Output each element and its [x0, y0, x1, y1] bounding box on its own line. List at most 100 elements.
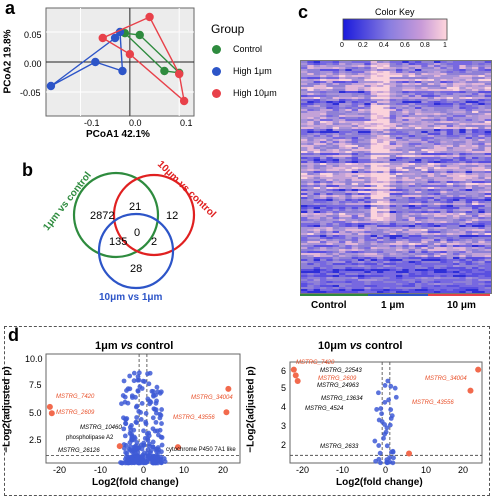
heatmap-cell	[370, 263, 378, 266]
heatmap-cell	[408, 133, 416, 136]
heatmap-cell	[402, 265, 409, 268]
heatmap-cell	[415, 133, 422, 136]
heatmap-cell	[332, 185, 340, 188]
heatmap-cell	[313, 141, 321, 144]
heatmap-cell	[453, 117, 460, 120]
heatmap-cell	[453, 177, 460, 180]
vl-gene-label: MSTRG_10460	[80, 425, 122, 431]
heatmap-cell	[472, 215, 479, 218]
heatmap-cell	[364, 189, 371, 192]
heatmap-cell	[440, 265, 447, 268]
heatmap-cell	[326, 225, 333, 228]
heatmap-cell	[446, 233, 454, 236]
heatmap-cell	[408, 71, 416, 74]
heatmap-cell	[427, 227, 435, 230]
heatmap-cell	[478, 215, 485, 218]
heatmap-cell	[301, 219, 308, 222]
heatmap-cell	[408, 251, 416, 254]
heatmap-cell	[434, 103, 441, 106]
heatmap-cell	[358, 171, 365, 174]
heatmap-cell	[332, 269, 340, 272]
heatmap-cell	[301, 155, 308, 158]
heatmap-cell	[408, 63, 416, 66]
heatmap-cell	[465, 285, 473, 288]
heatmap-cell	[351, 125, 359, 128]
heatmap-cell	[459, 245, 466, 248]
heatmap-cell	[358, 87, 365, 90]
heatmap-cell	[440, 291, 447, 293]
heatmap-cell	[459, 195, 466, 198]
heatmap-cell	[332, 273, 340, 276]
heatmap-cell	[434, 79, 441, 82]
heatmap-cell	[472, 145, 479, 148]
heatmap-cell	[389, 191, 397, 194]
heatmap-cell	[396, 195, 403, 198]
heatmap-cell	[332, 109, 340, 112]
heatmap-cell	[459, 203, 466, 206]
heatmap-cell	[320, 211, 327, 214]
heatmap-cell	[370, 223, 378, 226]
heatmap-cell	[377, 83, 384, 86]
heatmap-cell	[396, 267, 403, 270]
heatmap-cell	[389, 267, 397, 270]
heatmap-cell	[301, 119, 308, 122]
heatmap-cell	[320, 83, 327, 86]
heatmap-cell	[339, 129, 346, 132]
heatmap-cell	[408, 217, 416, 220]
heatmap-cell	[421, 235, 428, 238]
heatmap-cell	[427, 183, 435, 186]
heatmap-cell	[345, 247, 352, 250]
heatmap-cell	[345, 225, 352, 228]
heatmap-cell	[465, 269, 473, 272]
heatmap-cell	[389, 281, 397, 284]
heatmap-cell	[408, 129, 416, 132]
heatmap-cell	[434, 165, 441, 168]
heatmap-cell	[396, 165, 403, 168]
heatmap-cell	[459, 111, 466, 114]
heatmap-cell	[453, 215, 460, 218]
heatmap-cell	[453, 159, 460, 162]
heatmap-cell	[396, 163, 403, 166]
heatmap-cell	[370, 229, 378, 232]
heatmap-cell	[389, 231, 397, 234]
heatmap-cell	[446, 287, 454, 290]
heatmap-cell	[364, 251, 371, 254]
heatmap-cell	[358, 83, 365, 86]
heatmap-cell	[370, 177, 378, 180]
heatmap-cell	[351, 189, 359, 192]
heatmap-cell	[484, 91, 491, 94]
heatmap-cell	[478, 115, 485, 118]
heatmap-cell	[453, 205, 460, 208]
heatmap-cell	[301, 201, 308, 204]
heatmap-cell	[408, 229, 416, 232]
heatmap-cell	[313, 285, 321, 288]
heatmap-cell	[440, 271, 447, 274]
heatmap-cell	[364, 139, 371, 142]
heatmap-cell	[307, 159, 314, 162]
heatmap-cell	[484, 161, 491, 164]
heatmap-cell	[427, 265, 435, 268]
heatmap-cell	[478, 163, 485, 166]
heatmap-cell	[383, 83, 390, 86]
volcano-point	[157, 457, 163, 463]
heatmap-cell	[402, 167, 409, 170]
heatmap-cell	[434, 97, 441, 100]
heatmap-cell	[370, 247, 378, 250]
heatmap-cell	[484, 229, 491, 232]
volcano-point	[377, 450, 383, 456]
heatmap-cell	[332, 87, 340, 90]
heatmap-cell	[408, 263, 416, 266]
heatmap-cell	[326, 73, 333, 76]
heatmap-cell	[301, 69, 308, 72]
heatmap-cell	[415, 249, 422, 252]
heatmap-cell	[408, 233, 416, 236]
heatmap-cell	[459, 99, 466, 102]
heatmap-cell	[472, 205, 479, 208]
heatmap-cell	[478, 197, 485, 200]
heatmap-cell	[396, 207, 403, 210]
heatmap-cell	[364, 247, 371, 250]
heatmap-cell	[364, 157, 371, 160]
heatmap-cell	[370, 191, 378, 194]
heatmap-cell	[389, 189, 397, 192]
heatmap-cell	[472, 175, 479, 178]
